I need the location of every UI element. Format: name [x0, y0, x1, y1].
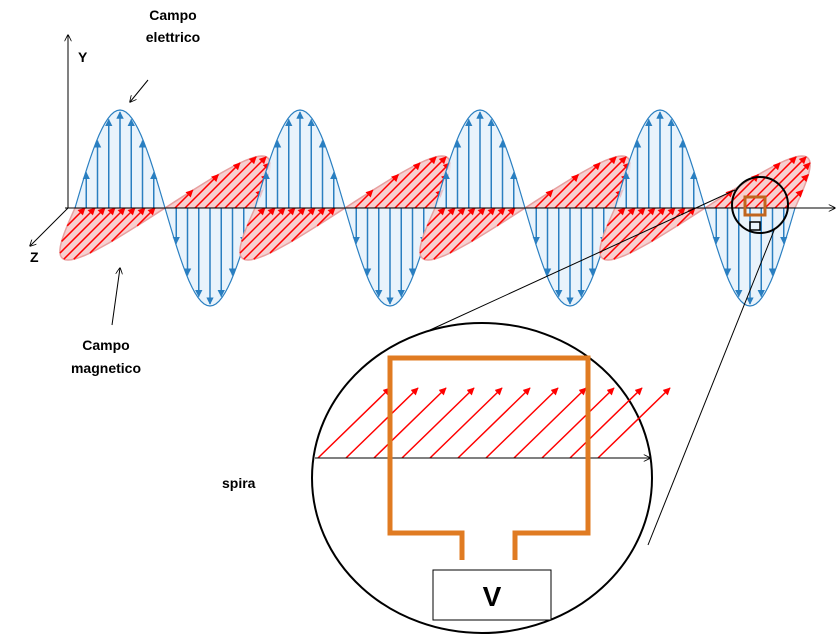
- magnetic-arrow: [584, 162, 631, 209]
- zoom-circle: [731, 176, 789, 234]
- zoom-arrow: [541, 387, 615, 459]
- magnetic-arrow: [63, 207, 116, 260]
- magnetic-lobe: [522, 155, 631, 209]
- magnetic-arrow: [676, 207, 696, 227]
- magnetic-arrow: [374, 162, 421, 209]
- waves: [59, 109, 811, 307]
- magnetic-arrow: [66, 207, 86, 227]
- magnetic-arrow: [554, 162, 601, 209]
- magnetic-arrow: [734, 162, 781, 209]
- magnetic-arrow: [764, 162, 811, 209]
- magnetic-arrow: [241, 207, 276, 242]
- magnetic-arrow: [744, 156, 797, 209]
- magnetic-arrow: [253, 207, 306, 260]
- zoom-arrow: [569, 387, 643, 459]
- magnetic-arrow: [136, 207, 156, 227]
- magnetic-arrow: [629, 207, 676, 254]
- magnetic-arrow: [404, 162, 451, 209]
- zoom-field: [317, 387, 671, 459]
- magnetic-arrow: [574, 156, 627, 209]
- magnetic-arrow: [603, 207, 656, 260]
- zoom-arrow: [597, 387, 671, 459]
- zoom-arrow: [317, 387, 391, 459]
- magnetic-arrow: [774, 174, 809, 209]
- zoom-arrow: [513, 387, 587, 459]
- magnetic-arrow: [89, 207, 136, 254]
- magnetic-arrow: [471, 207, 506, 242]
- magnetic-lobe: [59, 207, 168, 261]
- loop: [387, 355, 591, 560]
- magnetic-arrow: [419, 207, 466, 254]
- small-meter: [749, 221, 761, 231]
- magnetic-arrow: [423, 207, 476, 260]
- magnetic-arrow: [59, 207, 106, 254]
- magnetic-arrow: [184, 174, 219, 209]
- zoom-arrow: [457, 387, 531, 459]
- magnetic-label: magnetico: [71, 360, 141, 376]
- magnetic-arrow: [73, 207, 126, 260]
- magnetic-arrow: [214, 156, 267, 209]
- z-axis-label: Z: [30, 249, 39, 265]
- small-loop: [743, 195, 767, 217]
- magnetic-lobe: [599, 207, 708, 261]
- magnetic-arrow: [601, 207, 636, 242]
- z-axis: [30, 207, 69, 246]
- magnetic-arrow: [111, 207, 146, 242]
- magnetic-arrow: [364, 174, 399, 209]
- magnetic-arrow: [564, 156, 617, 209]
- magnetic-arrow: [316, 207, 336, 227]
- magnetic-arrow: [651, 207, 686, 242]
- meter-label: V: [483, 581, 502, 612]
- y-axis-label: Y: [78, 49, 88, 65]
- meter: [432, 569, 552, 621]
- magnetic-arrow: [224, 162, 271, 209]
- magnetic-arrow: [269, 207, 316, 254]
- magnetic-arrow: [243, 207, 296, 260]
- zoom-arrow: [373, 387, 447, 459]
- magnetic-arrow: [724, 174, 759, 209]
- magnetic-arrow: [384, 156, 437, 209]
- magnetic-arrow: [606, 207, 626, 227]
- magnetic-arrow: [496, 207, 516, 227]
- magnetic-lobe: [342, 155, 451, 209]
- magnetic-arrow: [174, 189, 194, 209]
- zoom-arrow: [485, 387, 559, 459]
- electric-label: Campo: [149, 7, 196, 23]
- zoom-arrow: [429, 387, 503, 459]
- magnetic-arrow: [61, 207, 96, 242]
- magnetic-arrow: [426, 207, 446, 227]
- magnetic-label: Campo: [82, 337, 129, 353]
- magnetic-arrow: [544, 174, 579, 209]
- magnetic-arrow: [239, 207, 286, 254]
- magnetic-arrow: [246, 207, 266, 227]
- magnetic-lobe: [419, 207, 528, 261]
- pointer: [130, 79, 149, 102]
- electric-label: elettrico: [146, 29, 200, 45]
- magnetic-arrow: [204, 156, 257, 209]
- zoom-view: [311, 322, 653, 634]
- zoom-arrow: [345, 387, 419, 459]
- magnetic-arrow: [599, 207, 646, 254]
- zoom-line: [647, 227, 776, 546]
- magnetic-arrow: [194, 162, 241, 209]
- zoom-line: [429, 189, 736, 331]
- magnetic-arrow: [394, 156, 447, 209]
- zoom-arrow: [401, 387, 475, 459]
- magnetic-lobe: [239, 207, 348, 261]
- magnetic-arrow: [354, 189, 374, 209]
- magnetic-arrow: [291, 207, 326, 242]
- loop-label: spira: [222, 475, 256, 491]
- magnetic-arrow: [433, 207, 486, 260]
- magnetic-arrow: [534, 189, 554, 209]
- magnetic-arrow: [421, 207, 456, 242]
- magnetic-lobe: [162, 155, 271, 209]
- pointer: [111, 268, 120, 326]
- magnetic-lobe: [702, 155, 811, 209]
- magnetic-arrow: [714, 189, 734, 209]
- magnetic-arrow: [449, 207, 496, 254]
